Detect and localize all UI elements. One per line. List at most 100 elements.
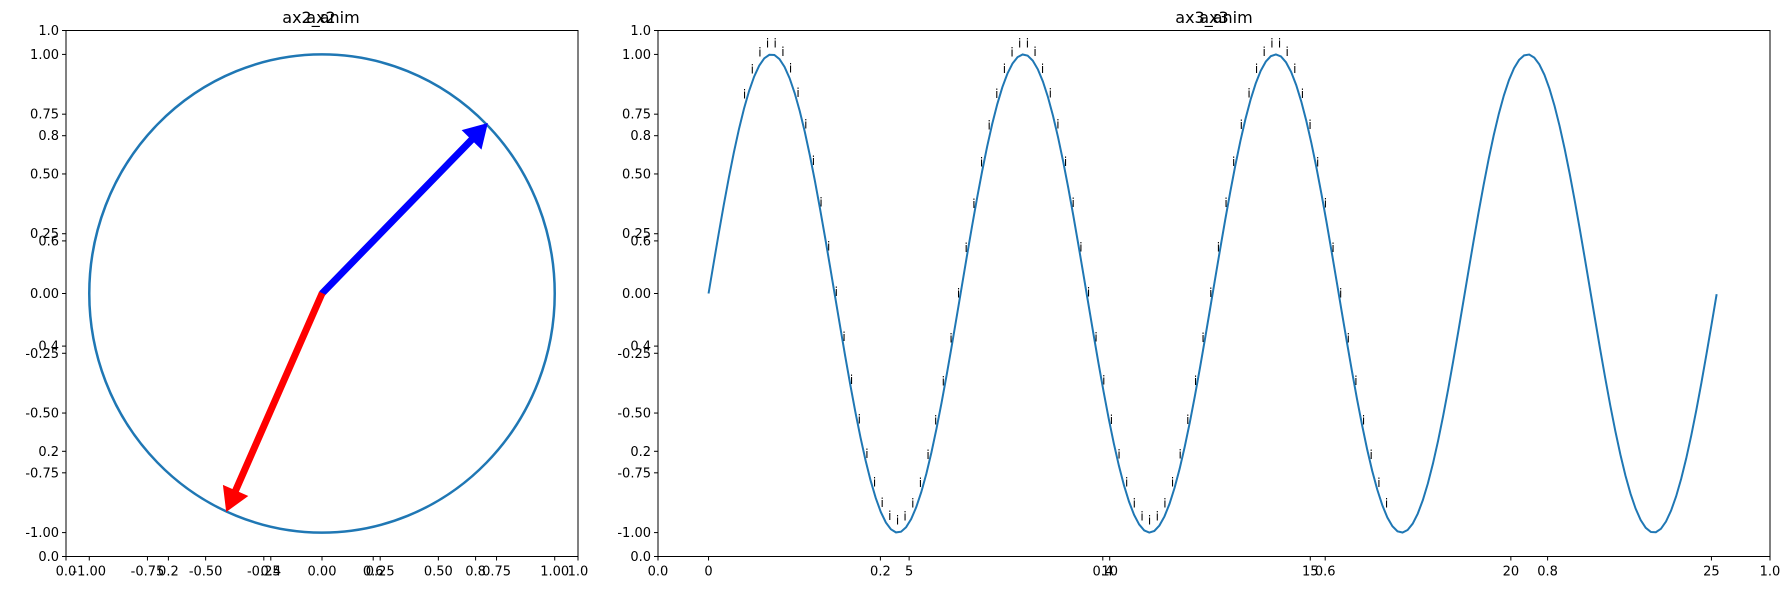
point-annotation: i xyxy=(1094,331,1097,345)
point-annotation: i xyxy=(1079,240,1082,254)
point-annotation: i xyxy=(1255,62,1258,76)
sine-panel-title: ax3 xyxy=(1199,8,1228,27)
frame-y-tick-label: 0.2 xyxy=(630,445,651,460)
point-annotation: i xyxy=(1278,37,1281,51)
data-y-tick-label: 1.00 xyxy=(30,48,59,63)
point-annotation: i xyxy=(1041,62,1044,76)
sine-tick-layer: 0.0 0.2 0.4 0.6 0.8 1.00.00.20.40.60.81.00 5 10… xyxy=(617,24,1780,580)
frame-y-tick-label: 0.6 xyxy=(38,234,59,249)
point-annotation: i xyxy=(980,155,983,169)
data-y-tick-label: 0.00 xyxy=(30,287,59,302)
point-annotation: i xyxy=(1125,476,1128,490)
data-y-tick-label: -0.25 xyxy=(25,347,59,362)
data-x-tick-label: 1.00 xyxy=(540,565,569,580)
point-annotation: i xyxy=(911,497,914,511)
frame-y-tick-label: 0.0 xyxy=(38,550,59,565)
data-x-tick-label: -0.75 xyxy=(131,565,165,580)
data-y-tick-label: -0.75 xyxy=(617,466,651,481)
point-annotation: i xyxy=(919,476,922,490)
data-y-tick-label: 0.00 xyxy=(622,287,651,302)
point-annotation: i xyxy=(1156,509,1159,523)
data-x-tick-label: 25 xyxy=(1703,565,1720,580)
frame-y-tick-label: 1.0 xyxy=(630,24,651,39)
point-annotation: i xyxy=(1316,155,1319,169)
data-y-tick-label: 0.50 xyxy=(30,167,59,182)
data-y-tick-label: 0.25 xyxy=(622,227,651,242)
frame-x-tick-label: 0.2 xyxy=(870,565,891,580)
frame-x-tick-label: 0.6 xyxy=(363,565,384,580)
data-x-tick-label: 20 xyxy=(1503,565,1520,580)
frame-y-tick-label: 0.0 xyxy=(630,550,651,565)
point-annotation: i xyxy=(835,285,838,299)
data-y-tick-label: 0.50 xyxy=(622,167,651,182)
point-annotation: i xyxy=(881,496,884,510)
point-annotation: i xyxy=(903,509,906,523)
point-annotation: i xyxy=(1171,476,1174,490)
point-annotation: i xyxy=(1347,331,1350,345)
blue-arrow xyxy=(319,122,488,297)
frame-x-tick-label: 0.0 xyxy=(648,565,669,580)
point-annotation: i xyxy=(751,63,754,77)
point-annotation: i xyxy=(942,374,945,388)
point-annotation: i xyxy=(743,87,746,101)
point-annotation: i xyxy=(1385,497,1388,511)
point-annotation: i xyxy=(1110,413,1113,427)
point-annotation: i xyxy=(865,447,868,461)
data-x-tick-label: -0.50 xyxy=(189,565,223,580)
data-y-tick-label: 1.00 xyxy=(622,48,651,63)
point-annotation: i xyxy=(858,413,861,427)
point-annotation: i xyxy=(1247,87,1250,101)
point-annotation: i xyxy=(1194,374,1197,388)
point-annotation: i xyxy=(789,62,792,76)
point-annotation: i xyxy=(1286,45,1289,59)
point-annotation: i xyxy=(1331,241,1334,255)
point-annotation: i xyxy=(965,241,968,255)
data-y-tick-label: 0.75 xyxy=(622,108,651,123)
point-annotation: i xyxy=(1370,448,1373,462)
point-annotation: i xyxy=(812,154,815,168)
data-y-tick-label: -1.00 xyxy=(25,526,59,541)
point-annotation: i xyxy=(1209,286,1212,300)
data-x-tick-label: 5 xyxy=(905,565,913,580)
point-annotation: i xyxy=(1377,476,1380,490)
point-annotation: i xyxy=(1026,37,1029,51)
frame-x-tick-label: 1.0 xyxy=(1760,565,1781,580)
point-annotation: i xyxy=(1293,62,1296,76)
point-annotation: i xyxy=(1056,118,1059,132)
point-annotation: i xyxy=(850,373,853,387)
frame-y-tick-label: 0.2 xyxy=(38,445,59,460)
point-annotation: i xyxy=(1224,196,1227,210)
circle-content xyxy=(88,53,556,534)
frame-x-tick-label: 0.6 xyxy=(1315,565,1336,580)
point-annotation: i xyxy=(1140,509,1143,523)
point-annotation: i xyxy=(781,45,784,59)
frame-y-tick-label: 0.8 xyxy=(630,129,651,144)
point-annotation: i xyxy=(1049,86,1052,100)
point-annotation: i xyxy=(796,86,799,100)
frame-y-tick-label: 0.8 xyxy=(38,129,59,144)
data-x-tick-label: 0 xyxy=(704,565,712,580)
data-x-tick-label: 0.25 xyxy=(366,565,395,580)
data-y-tick-label: -0.75 xyxy=(25,466,59,481)
point-annotation: i xyxy=(1240,118,1243,132)
point-annotation: i xyxy=(949,332,952,346)
point-annotation: i xyxy=(827,240,830,254)
data-y-tick-label: -0.25 xyxy=(617,347,651,362)
data-y-tick-label: 0.75 xyxy=(30,108,59,123)
sine-panel-titles: ax3 ax3_anim xyxy=(1175,8,1252,28)
point-annotation: i xyxy=(1033,45,1036,59)
point-annotation: i xyxy=(1064,155,1067,169)
frame-x-tick-label: 0.8 xyxy=(465,565,486,580)
data-y-tick-label: -0.50 xyxy=(25,407,59,422)
data-x-tick-label: 0.50 xyxy=(424,565,453,580)
point-annotation: i xyxy=(972,197,975,211)
point-annotation: i xyxy=(1117,448,1120,462)
red-arrow xyxy=(222,291,326,513)
data-x-tick-label: 0.00 xyxy=(308,565,337,580)
point-annotation: i xyxy=(1010,45,1013,59)
circle-panel: ax2 ax2_anim 0.0 0.2 0.4 0.6 0.8 1.0 0.0 0.2 0.4… xyxy=(25,8,588,580)
point-annotation: i xyxy=(1003,62,1006,76)
frame-x-tick-label: 1.0 xyxy=(568,565,589,580)
frame-x-tick-label: 0.4 xyxy=(1092,565,1113,580)
point-annotation: i xyxy=(1133,497,1136,511)
